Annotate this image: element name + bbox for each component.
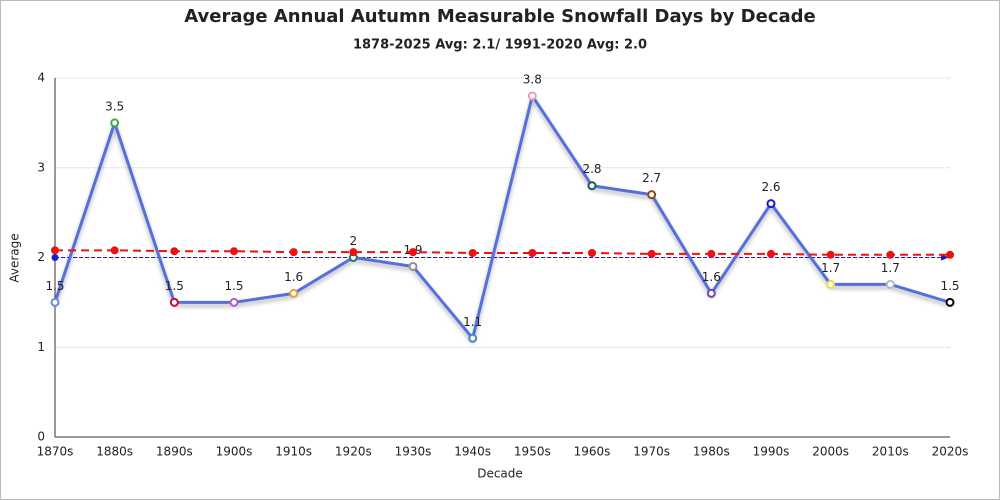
y-tick-label: 0	[37, 430, 45, 444]
x-tick-label: 1990s	[753, 445, 790, 459]
y-tick-label: 4	[37, 71, 45, 85]
x-tick-label: 1890s	[156, 445, 193, 459]
data-label: 1.7	[881, 261, 900, 275]
trend-line	[55, 249, 950, 256]
chart-title: Average Annual Autumn Measurable Snowfal…	[184, 6, 815, 27]
x-tick-label: 1910s	[275, 445, 312, 459]
marker	[289, 288, 299, 298]
x-tick-label: 2020s	[932, 445, 969, 459]
x-tick-label: 2010s	[872, 445, 909, 459]
y-axis-label: Average	[8, 233, 22, 282]
y-tick-label: 2	[37, 250, 45, 264]
marker	[230, 247, 238, 256]
marker	[588, 249, 596, 258]
marker	[527, 91, 537, 101]
marker	[409, 248, 417, 257]
data-label: 1.5	[45, 279, 64, 293]
marker	[528, 249, 537, 258]
marker	[707, 249, 716, 258]
x-tick-label: 1900s	[216, 445, 253, 459]
x-axis-label: Decade	[477, 467, 523, 481]
x-tick-label: 1960s	[574, 445, 611, 459]
marker	[169, 297, 179, 307]
data-label: 1.6	[702, 270, 721, 284]
marker	[767, 249, 775, 258]
marker	[408, 261, 418, 271]
data-label: 1.5	[165, 279, 184, 293]
reference-start	[51, 254, 59, 261]
marker	[170, 247, 179, 256]
x-tick-label: 1970s	[633, 445, 670, 459]
y-tick-label: 3	[37, 160, 45, 174]
x-tick-label: 1930s	[395, 445, 432, 459]
data-label: 2.7	[642, 171, 661, 185]
marker	[289, 248, 298, 257]
marker	[110, 246, 119, 255]
data-label: 1.7	[821, 261, 840, 275]
data-label: 3.8	[523, 72, 542, 86]
chart-subtitle: 1878-2025 Avg: 2.1/ 1991-2020 Avg: 2.0	[353, 38, 647, 53]
data-label: 2.6	[761, 180, 780, 194]
x-tick-label: 1940s	[454, 445, 491, 459]
marker	[647, 190, 657, 200]
marker	[468, 333, 478, 343]
marker	[766, 199, 776, 209]
marker	[229, 297, 239, 307]
marker	[110, 118, 120, 128]
x-tick-label: 2000s	[812, 445, 849, 459]
marker	[50, 297, 60, 307]
data-label: 1.6	[284, 270, 303, 284]
x-tick-label: 1880s	[96, 445, 133, 459]
data-label: 2.8	[582, 162, 601, 176]
marker	[468, 249, 477, 258]
x-tick-label: 1950s	[514, 445, 551, 459]
data-label: 2	[350, 234, 358, 248]
marker	[647, 249, 656, 258]
data-line	[53, 92, 951, 342]
data-label: 1.5	[224, 279, 243, 293]
marker	[945, 297, 955, 307]
marker	[826, 279, 836, 289]
marker	[885, 279, 895, 289]
marker	[349, 248, 358, 257]
x-tick-label: 1920s	[335, 445, 372, 459]
data-label: 3.5	[105, 99, 124, 113]
marker	[706, 288, 716, 298]
data-label: 1.1	[463, 315, 482, 329]
marker	[946, 250, 954, 259]
y-tick-label: 1	[37, 340, 45, 354]
x-tick-label: 1980s	[693, 445, 730, 459]
x-tick-label: 1870s	[37, 445, 74, 459]
marker	[587, 181, 597, 191]
marker	[886, 250, 895, 259]
data-label: 1.5	[940, 279, 959, 293]
marker	[826, 250, 835, 259]
marker	[51, 246, 59, 255]
